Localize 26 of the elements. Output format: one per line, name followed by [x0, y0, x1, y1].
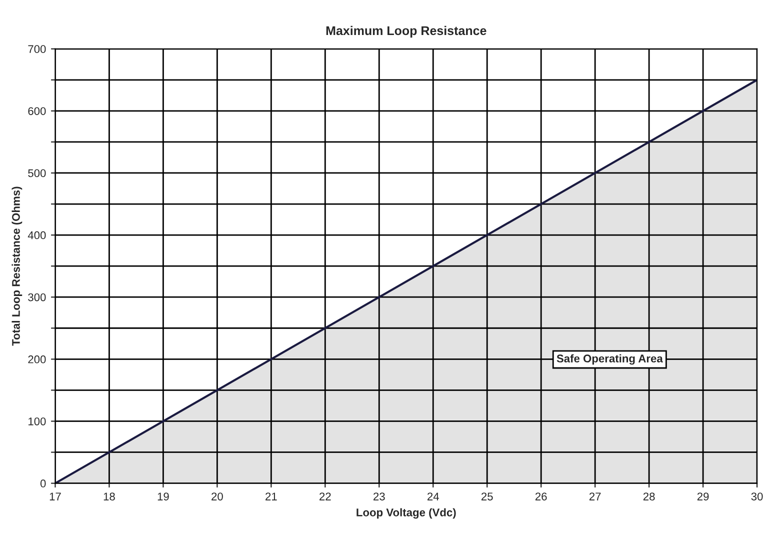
y-tick-label: 0: [40, 480, 46, 488]
x-tick-label: 27: [589, 492, 601, 500]
annotation: Safe Operating Area: [556, 354, 663, 365]
y-tick-label: 400: [28, 231, 46, 240]
y-tick-label: 100: [28, 417, 46, 426]
y-tick-label: 600: [28, 107, 46, 116]
chart-title: Maximum Loop Resistance: [326, 26, 486, 38]
x-tick-label: 18: [104, 492, 115, 500]
y-tick-label: 300: [28, 293, 46, 302]
x-tick-label: 20: [212, 492, 223, 500]
x-tick-label: 28: [643, 492, 655, 500]
x-tick-label: 17: [50, 492, 61, 500]
x-tick-label: 21: [266, 492, 277, 500]
x-tick-label: 23: [374, 492, 385, 500]
x-tick-label: 25: [481, 492, 493, 500]
y-tick-label: 500: [28, 169, 46, 178]
y-axis-title: Total Loop Resistance (Ohms): [12, 186, 22, 346]
x-tick-label: 30: [751, 492, 763, 500]
x-tick-label: 22: [320, 492, 331, 500]
x-tick-label: 29: [697, 492, 709, 500]
y-tick-label: 700: [28, 45, 46, 54]
x-tick-label: 19: [158, 492, 169, 500]
x-tick-label: 24: [428, 492, 439, 500]
x-tick-label: 26: [535, 492, 547, 500]
x-axis-title: Loop Voltage (Vdc): [356, 508, 456, 519]
y-tick-label: 200: [28, 355, 46, 364]
